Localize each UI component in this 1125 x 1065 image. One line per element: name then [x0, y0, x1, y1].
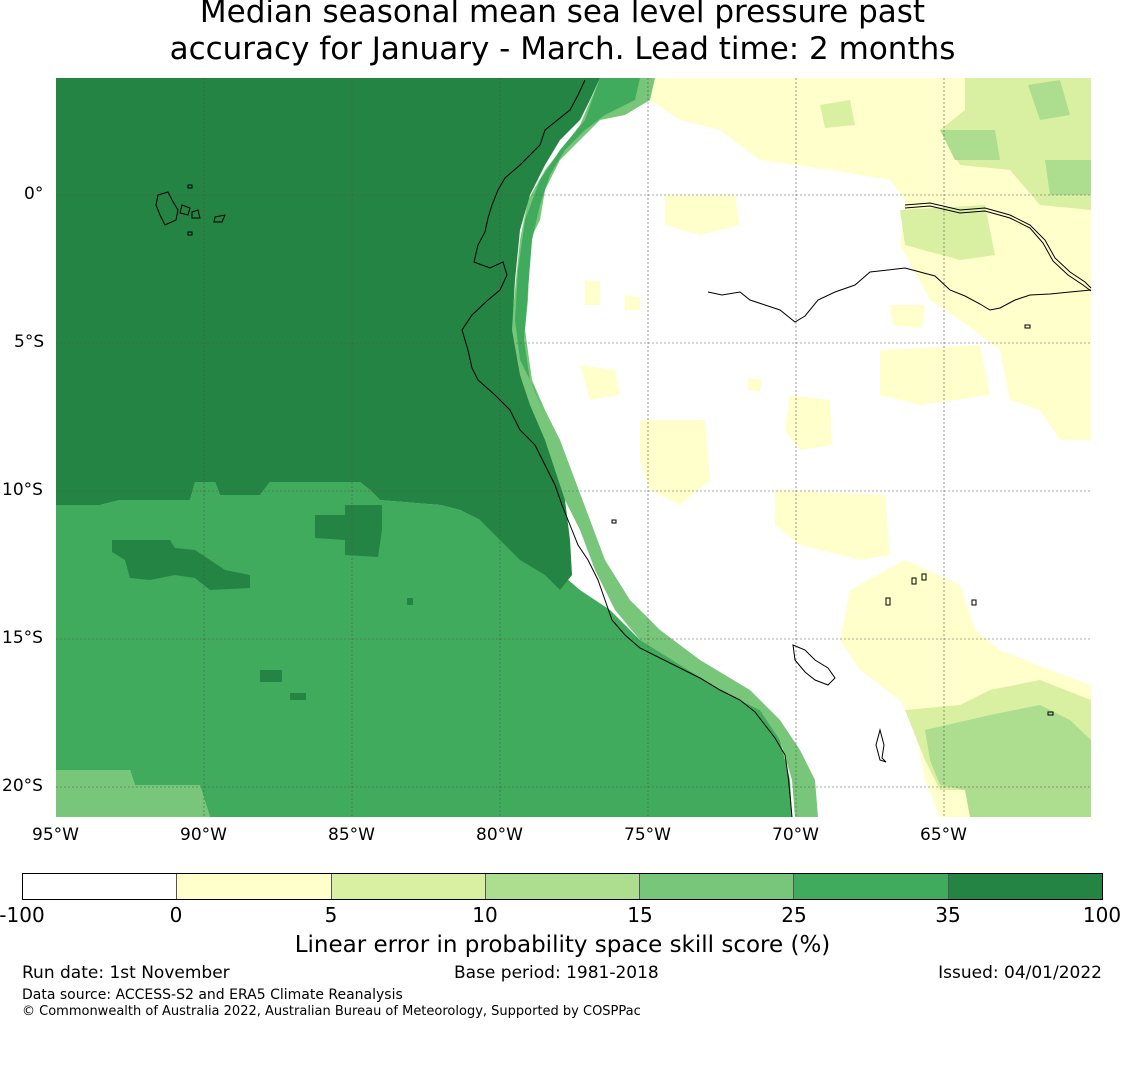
- colorbar-segment-5-10: [331, 874, 486, 899]
- colorbar-segment-0-5: [177, 874, 332, 899]
- bolivian-lakes: [611, 324, 1054, 763]
- colorbar-tick-0: 0: [169, 903, 183, 927]
- skill-score-map: [56, 78, 1092, 818]
- map-title: Median seasonal mean sea level pressure …: [0, 0, 1125, 68]
- maranon-river: [707, 267, 1092, 323]
- south-america-coastline: [461, 79, 793, 818]
- title-line-1: Median seasonal mean sea level pressure …: [199, 0, 926, 30]
- lon-label-95w: 95°W: [32, 825, 79, 845]
- lake-titicaca: [792, 644, 836, 686]
- galapagos-islands: [155, 184, 226, 236]
- copyright: © Commonwealth of Australia 2022, Austra…: [22, 1004, 641, 1019]
- lat-label-10s: 10°S: [2, 480, 43, 500]
- coastlines: [155, 79, 1092, 818]
- lon-label-65w: 65°W: [920, 825, 967, 845]
- colorbar-tick-15: 15: [627, 903, 653, 927]
- lon-label-75w: 75°W: [624, 825, 671, 845]
- lon-label-80w: 80°W: [476, 825, 523, 845]
- colorbar-tick-neg100: -100: [0, 903, 45, 927]
- lat-label-20s: 20°S: [2, 776, 43, 796]
- colorbar-segment-15-25: [640, 874, 795, 899]
- lat-label-0: 0°: [24, 184, 44, 204]
- issued-date: Issued: 04/01/2022: [938, 963, 1102, 983]
- title-line-2: accuracy for January - March. Lead time:…: [169, 31, 956, 67]
- colorbar-tick-100: 100: [1082, 903, 1122, 927]
- colorbar-segment-neg100-0: [23, 874, 178, 899]
- data-source: Data source: ACCESS-S2 and ERA5 Climate …: [22, 987, 403, 1003]
- colorbar-segment-10-15: [485, 874, 641, 899]
- colorbar-segment-25-35: [794, 874, 949, 899]
- field-35-100-regions: [56, 78, 600, 700]
- amazon-river-north-bank: [904, 205, 1092, 292]
- colorbar-tick-25: 25: [781, 903, 807, 927]
- amazon-river-north: [904, 202, 1092, 289]
- run-date: Run date: 1st November: [22, 963, 230, 983]
- colorbar: [22, 873, 1103, 900]
- field-25-35-regions: [56, 78, 792, 817]
- colorbar-tick-35: 35: [935, 903, 961, 927]
- colorbar-tick-10: 10: [472, 903, 498, 927]
- base-period: Base period: 1981-2018: [454, 963, 659, 983]
- graticule: [56, 78, 1091, 817]
- lon-label-70w: 70°W: [772, 825, 819, 845]
- lon-label-85w: 85°W: [328, 825, 375, 845]
- map-field: [56, 78, 1091, 817]
- lat-label-5s: 5°S: [14, 332, 45, 352]
- colorbar-label: Linear error in probability space skill …: [294, 932, 831, 958]
- colorbar-tick-5: 5: [324, 903, 338, 927]
- lon-label-90w: 90°W: [180, 825, 227, 845]
- colorbar-segment-35-100: [948, 874, 1102, 899]
- lat-label-15s: 15°S: [2, 628, 43, 648]
